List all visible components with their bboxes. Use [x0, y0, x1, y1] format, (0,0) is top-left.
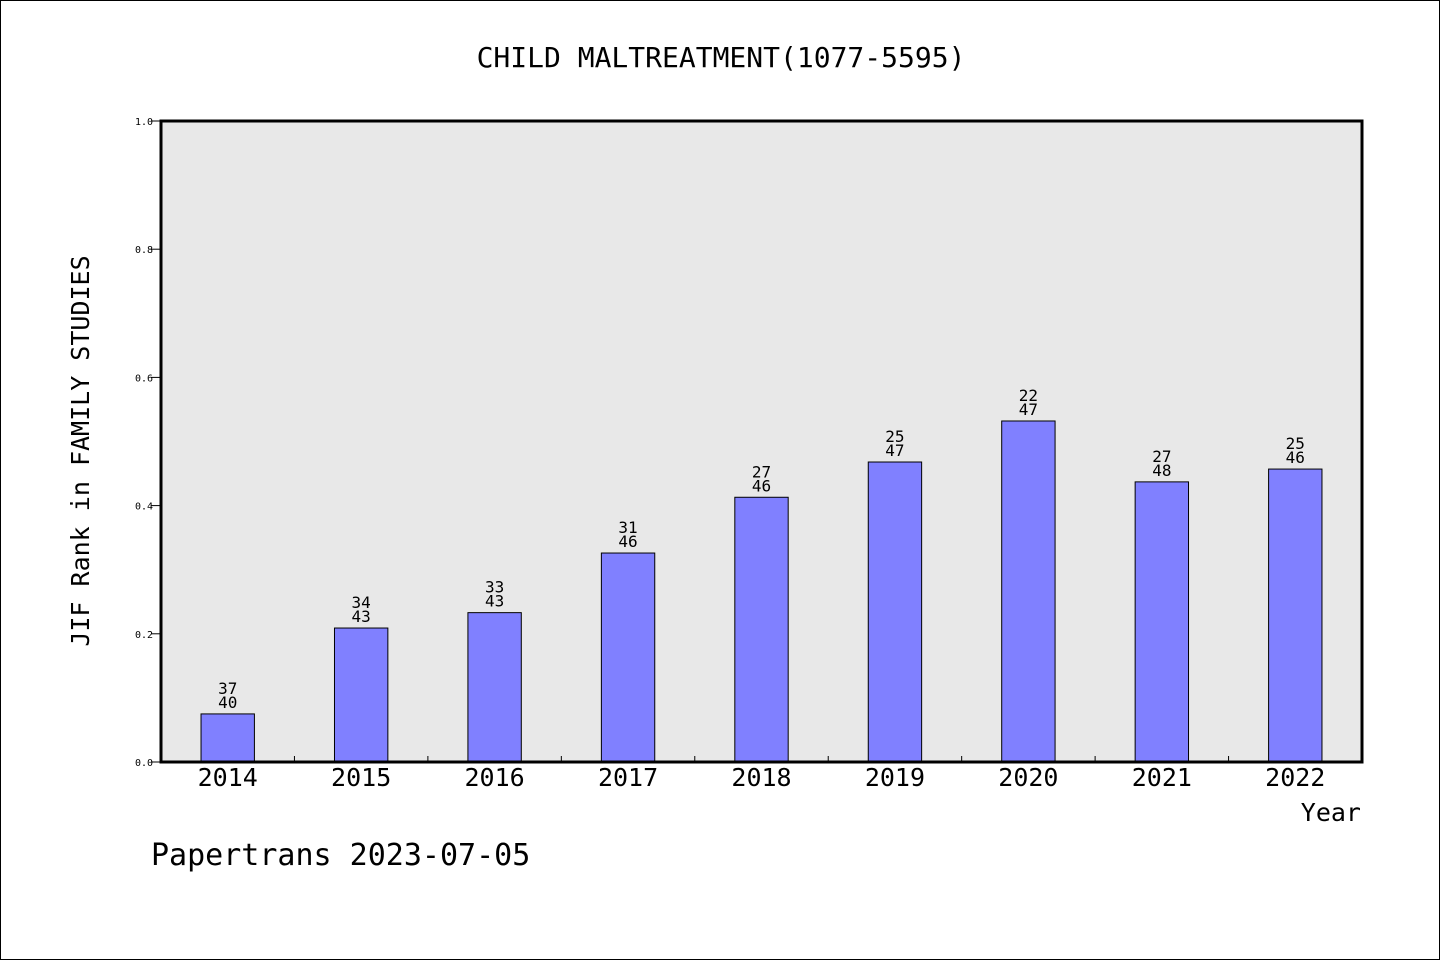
bar-label-total-2019: 47 [885, 441, 904, 460]
bar-label-total-2014: 40 [218, 693, 237, 712]
bar-label-total-2022: 46 [1286, 448, 1305, 467]
bar-label-total-2021: 48 [1152, 461, 1171, 480]
chart-title: CHILD MALTREATMENT(1077-5595) [477, 41, 966, 74]
bar-label-rank-2016: 33 [485, 578, 504, 597]
bar-2022 [1268, 468, 1323, 763]
bar-2018 [734, 496, 789, 763]
x-tick-label-2021: 2021 [1132, 763, 1192, 792]
bar-2021 [1134, 481, 1190, 763]
bar-label-rank-2015: 34 [352, 593, 371, 612]
bar-label-total-2020: 47 [1019, 400, 1038, 419]
x-tick-label-2018: 2018 [731, 763, 791, 792]
bar-2015 [333, 627, 389, 763]
x-tick-label-2015: 2015 [331, 763, 391, 792]
x-tick-label-2020: 2020 [998, 763, 1058, 792]
footer-watermark: Papertrans 2023-07-05 [151, 838, 530, 873]
bar-2020 [1001, 420, 1056, 763]
y-tick-label-0.6: 0.6 [135, 373, 153, 384]
x-axis-label: Year [1301, 798, 1361, 827]
bar-label-rank-2017: 31 [618, 518, 637, 537]
y-tick-label-1.0: 1.0 [135, 117, 153, 128]
x-axis-ticks: 2014 2015 2016 2017 2018 2019 2020 2021 2022 [198, 756, 1325, 792]
bar-label-total-2017: 46 [618, 532, 637, 551]
bar-label-rank-2021: 27 [1152, 447, 1171, 466]
plot-border [159, 119, 1364, 764]
x-tick-label-2016: 2016 [465, 763, 525, 792]
x-tick-label-2017: 2017 [598, 763, 658, 792]
x-tick-label-2019: 2019 [865, 763, 925, 792]
bars [200, 420, 1323, 763]
y-tick-label-0.0: 0.0 [135, 758, 153, 769]
bar-label-rank-2014: 37 [218, 679, 237, 698]
bar-2016 [467, 612, 522, 763]
bar-label-rank-2019: 25 [885, 427, 904, 446]
y-axis-label: JIF Rank in FAMILY STUDIES [66, 255, 95, 646]
y-axis-ticks: 0.0 0.2 0.4 0.6 0.8 1.0 [135, 117, 161, 769]
bar-label-total-2018: 46 [752, 476, 771, 495]
bar-label-rank-2018: 27 [752, 462, 771, 481]
bar-label-rank-2020: 22 [1019, 386, 1038, 405]
y-tick-label-0.8: 0.8 [135, 245, 153, 256]
bar-2014 [200, 713, 255, 763]
x-tick-label-2022: 2022 [1265, 763, 1325, 792]
bar-label-rank-2022: 25 [1286, 434, 1305, 453]
bar-label-total-2016: 43 [485, 592, 504, 611]
bar-2019 [867, 461, 923, 763]
bar-label-total-2015: 43 [352, 607, 371, 626]
x-tick-label-2014: 2014 [198, 763, 258, 792]
bar-2017 [600, 552, 656, 763]
y-tick-label-0.2: 0.2 [135, 630, 153, 641]
y-tick-label-0.4: 0.4 [135, 502, 153, 513]
